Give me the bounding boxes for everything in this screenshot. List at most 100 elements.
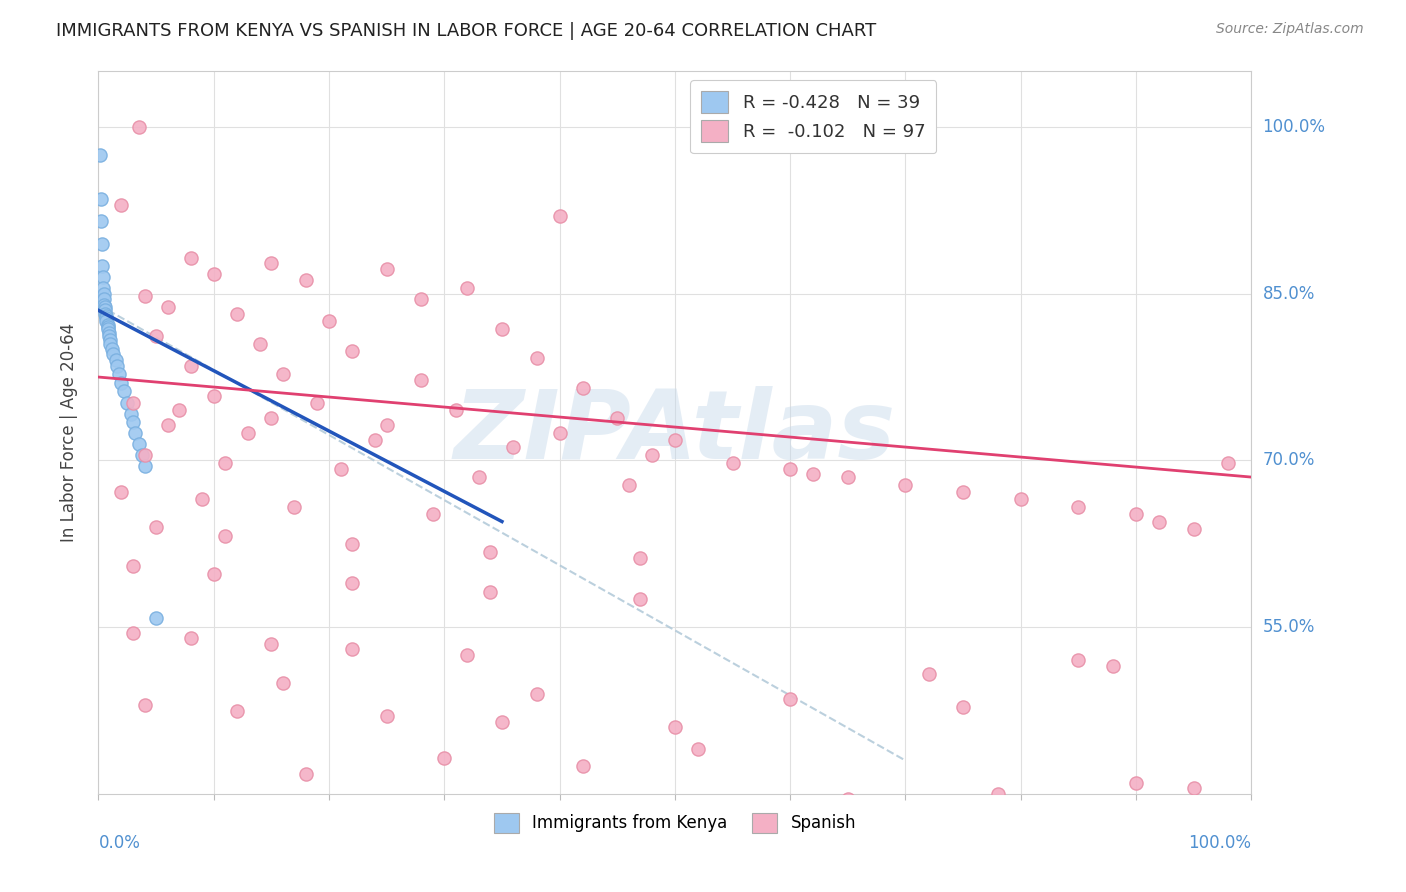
Point (225, 814, 247, 829)
Point (664, 720, 686, 734)
Point (134, 458, 156, 473)
Point (283, 500, 305, 514)
Point (97, 329, 120, 343)
Point (145, 329, 167, 343)
Point (571, 759, 593, 773)
Point (260, 637, 283, 651)
Point (411, 373, 433, 387)
Point (110, 484, 132, 499)
Point (375, 262, 398, 277)
Point (96, 311, 118, 326)
Point (97, 322, 120, 336)
Point (89, 147, 111, 161)
Point (104, 353, 127, 368)
Point (90, 192, 112, 206)
Point (238, 425, 260, 440)
Point (122, 415, 145, 429)
Text: 70.0%: 70.0% (1263, 451, 1315, 469)
Point (894, 478, 917, 492)
Point (1102, 659, 1125, 673)
Point (108, 367, 131, 381)
Point (952, 700, 974, 714)
Point (97, 320, 120, 334)
Point (422, 507, 444, 521)
Point (779, 692, 801, 706)
Point (340, 642, 363, 657)
Point (1067, 653, 1090, 667)
Point (214, 456, 236, 470)
Point (1182, 781, 1205, 796)
Point (1218, 456, 1240, 470)
Text: IMMIGRANTS FROM KENYA VS SPANISH IN LABOR FORCE | AGE 20-64 CORRELATION CHART: IMMIGRANTS FROM KENYA VS SPANISH IN LABO… (56, 22, 876, 40)
Point (526, 351, 548, 366)
Point (134, 448, 156, 462)
Legend: Immigrants from Kenya, Spanish: Immigrants from Kenya, Spanish (486, 806, 863, 839)
Point (93, 286, 115, 301)
Text: 0.0%: 0.0% (98, 834, 141, 852)
Point (180, 251, 202, 265)
Point (122, 395, 145, 409)
Point (90, 214, 112, 228)
Point (340, 344, 363, 359)
Point (167, 403, 190, 417)
Point (295, 767, 318, 781)
Point (134, 289, 156, 303)
Point (91, 270, 114, 285)
Point (307, 395, 329, 409)
Point (103, 347, 125, 361)
Point (479, 544, 502, 558)
Point (124, 425, 146, 440)
Text: Source: ZipAtlas.com: Source: ZipAtlas.com (1216, 22, 1364, 37)
Point (502, 440, 524, 454)
Point (411, 292, 433, 306)
Point (491, 322, 513, 336)
Point (122, 625, 145, 640)
Point (202, 267, 225, 281)
Point (628, 592, 651, 607)
Point (110, 376, 132, 390)
Y-axis label: In Labor Force | Age 20-64: In Labor Force | Age 20-64 (59, 323, 77, 542)
Point (93, 298, 115, 312)
Point (801, 467, 824, 481)
Point (295, 273, 318, 287)
Point (117, 395, 139, 409)
Point (97, 318, 120, 332)
Text: 85.0%: 85.0% (1263, 285, 1315, 302)
Point (606, 411, 628, 425)
Point (456, 648, 478, 662)
Point (1147, 515, 1170, 529)
Point (340, 537, 363, 551)
Point (364, 434, 387, 448)
Point (112, 384, 135, 399)
Point (110, 198, 132, 212)
Point (122, 559, 145, 574)
Point (94, 300, 117, 314)
Point (260, 255, 283, 269)
Point (375, 417, 398, 432)
Point (120, 407, 142, 421)
Point (145, 611, 167, 625)
Point (641, 448, 664, 462)
Point (214, 529, 236, 543)
Point (96, 314, 118, 328)
Point (617, 478, 640, 492)
Point (98, 336, 121, 351)
Point (101, 343, 124, 357)
Point (93, 292, 115, 306)
Point (271, 675, 294, 690)
Point (91, 281, 114, 295)
Text: ZIPAtlas: ZIPAtlas (454, 386, 896, 479)
Point (249, 336, 271, 351)
Point (628, 551, 651, 566)
Point (479, 584, 502, 599)
Point (456, 281, 478, 295)
Point (94, 307, 117, 321)
Point (202, 389, 225, 403)
Point (225, 307, 247, 321)
Point (917, 666, 939, 681)
Text: 100.0%: 100.0% (1188, 834, 1251, 852)
Point (917, 123, 939, 137)
Point (180, 632, 202, 646)
Point (145, 520, 167, 534)
Point (444, 403, 467, 417)
